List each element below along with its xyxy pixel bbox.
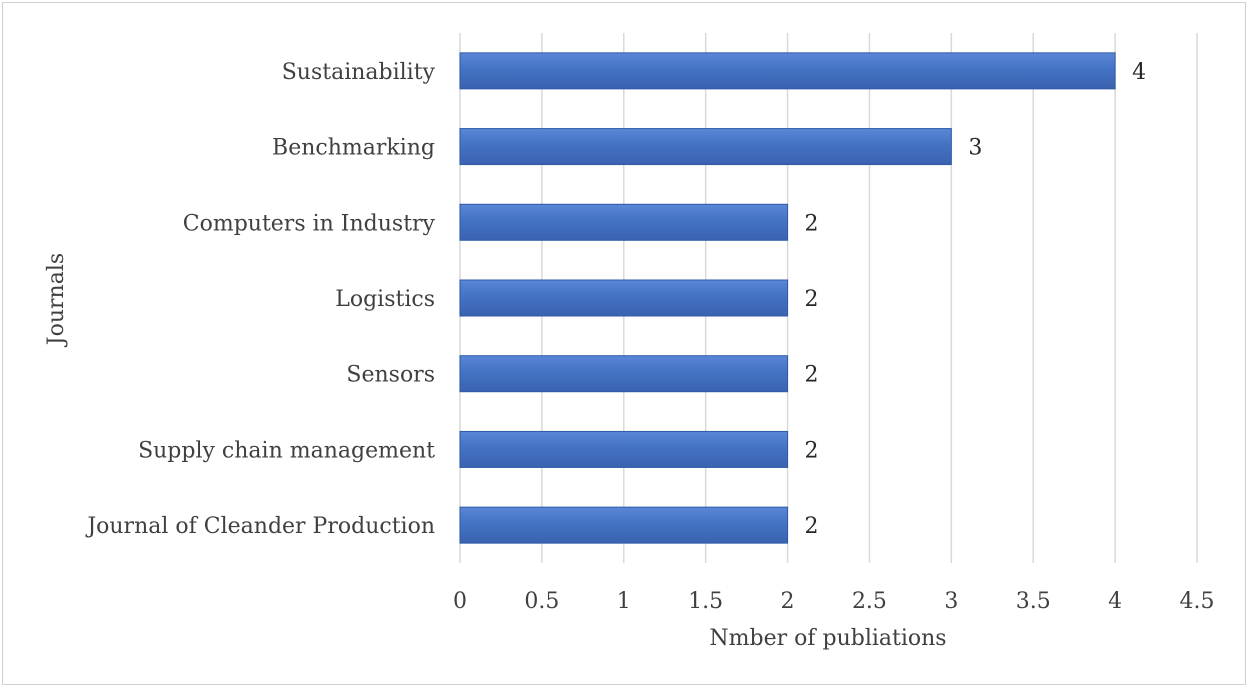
x-tick-label: 1.5 [688,589,723,614]
category-label: Benchmarking [272,136,435,161]
x-tick-label: 3.5 [1016,589,1051,614]
bar [459,355,789,393]
x-tick-label: 2.5 [852,589,887,614]
data-label: 2 [805,438,819,463]
x-tick-label: 2 [781,589,795,614]
category-label: Sensors [346,363,435,388]
y-axis-title: Journals [44,253,69,347]
x-tick-label: 3 [944,589,958,614]
category-label: Journal of Cleander Production [85,514,435,539]
x-tick-label: 4 [1108,589,1122,614]
data-label: 2 [805,363,819,388]
data-label: 3 [968,136,982,161]
gridlines [459,33,1198,563]
bar [459,279,789,317]
data-label: 2 [805,287,819,312]
x-tick-label: 0 [453,589,467,614]
data-label: 4 [1132,60,1146,85]
x-axis-title: Nmber of publiations [709,626,946,651]
bar [459,506,789,544]
data-labels: 4 3 2 2 2 2 2 [805,60,1147,539]
category-label: Computers in Industry [183,211,436,236]
data-label: 2 [805,211,819,236]
bar [459,203,789,241]
category-label: Logistics [335,287,435,312]
x-tick-label: 1 [617,589,631,614]
bars [459,52,1116,544]
x-tick-labels: 0 0.5 1 1.5 2 2.5 3 3.5 4 4.5 [453,589,1215,614]
x-tick-label: 4.5 [1180,589,1215,614]
category-label: Supply chain management [138,438,435,463]
bar [459,128,952,166]
category-label: Sustainability [282,60,436,85]
x-tick-label: 0.5 [524,589,559,614]
data-label: 2 [805,514,819,539]
bar [459,430,789,468]
category-labels: Sustainability Benchmarking Computers in I… [85,60,435,539]
bar [459,52,1116,90]
